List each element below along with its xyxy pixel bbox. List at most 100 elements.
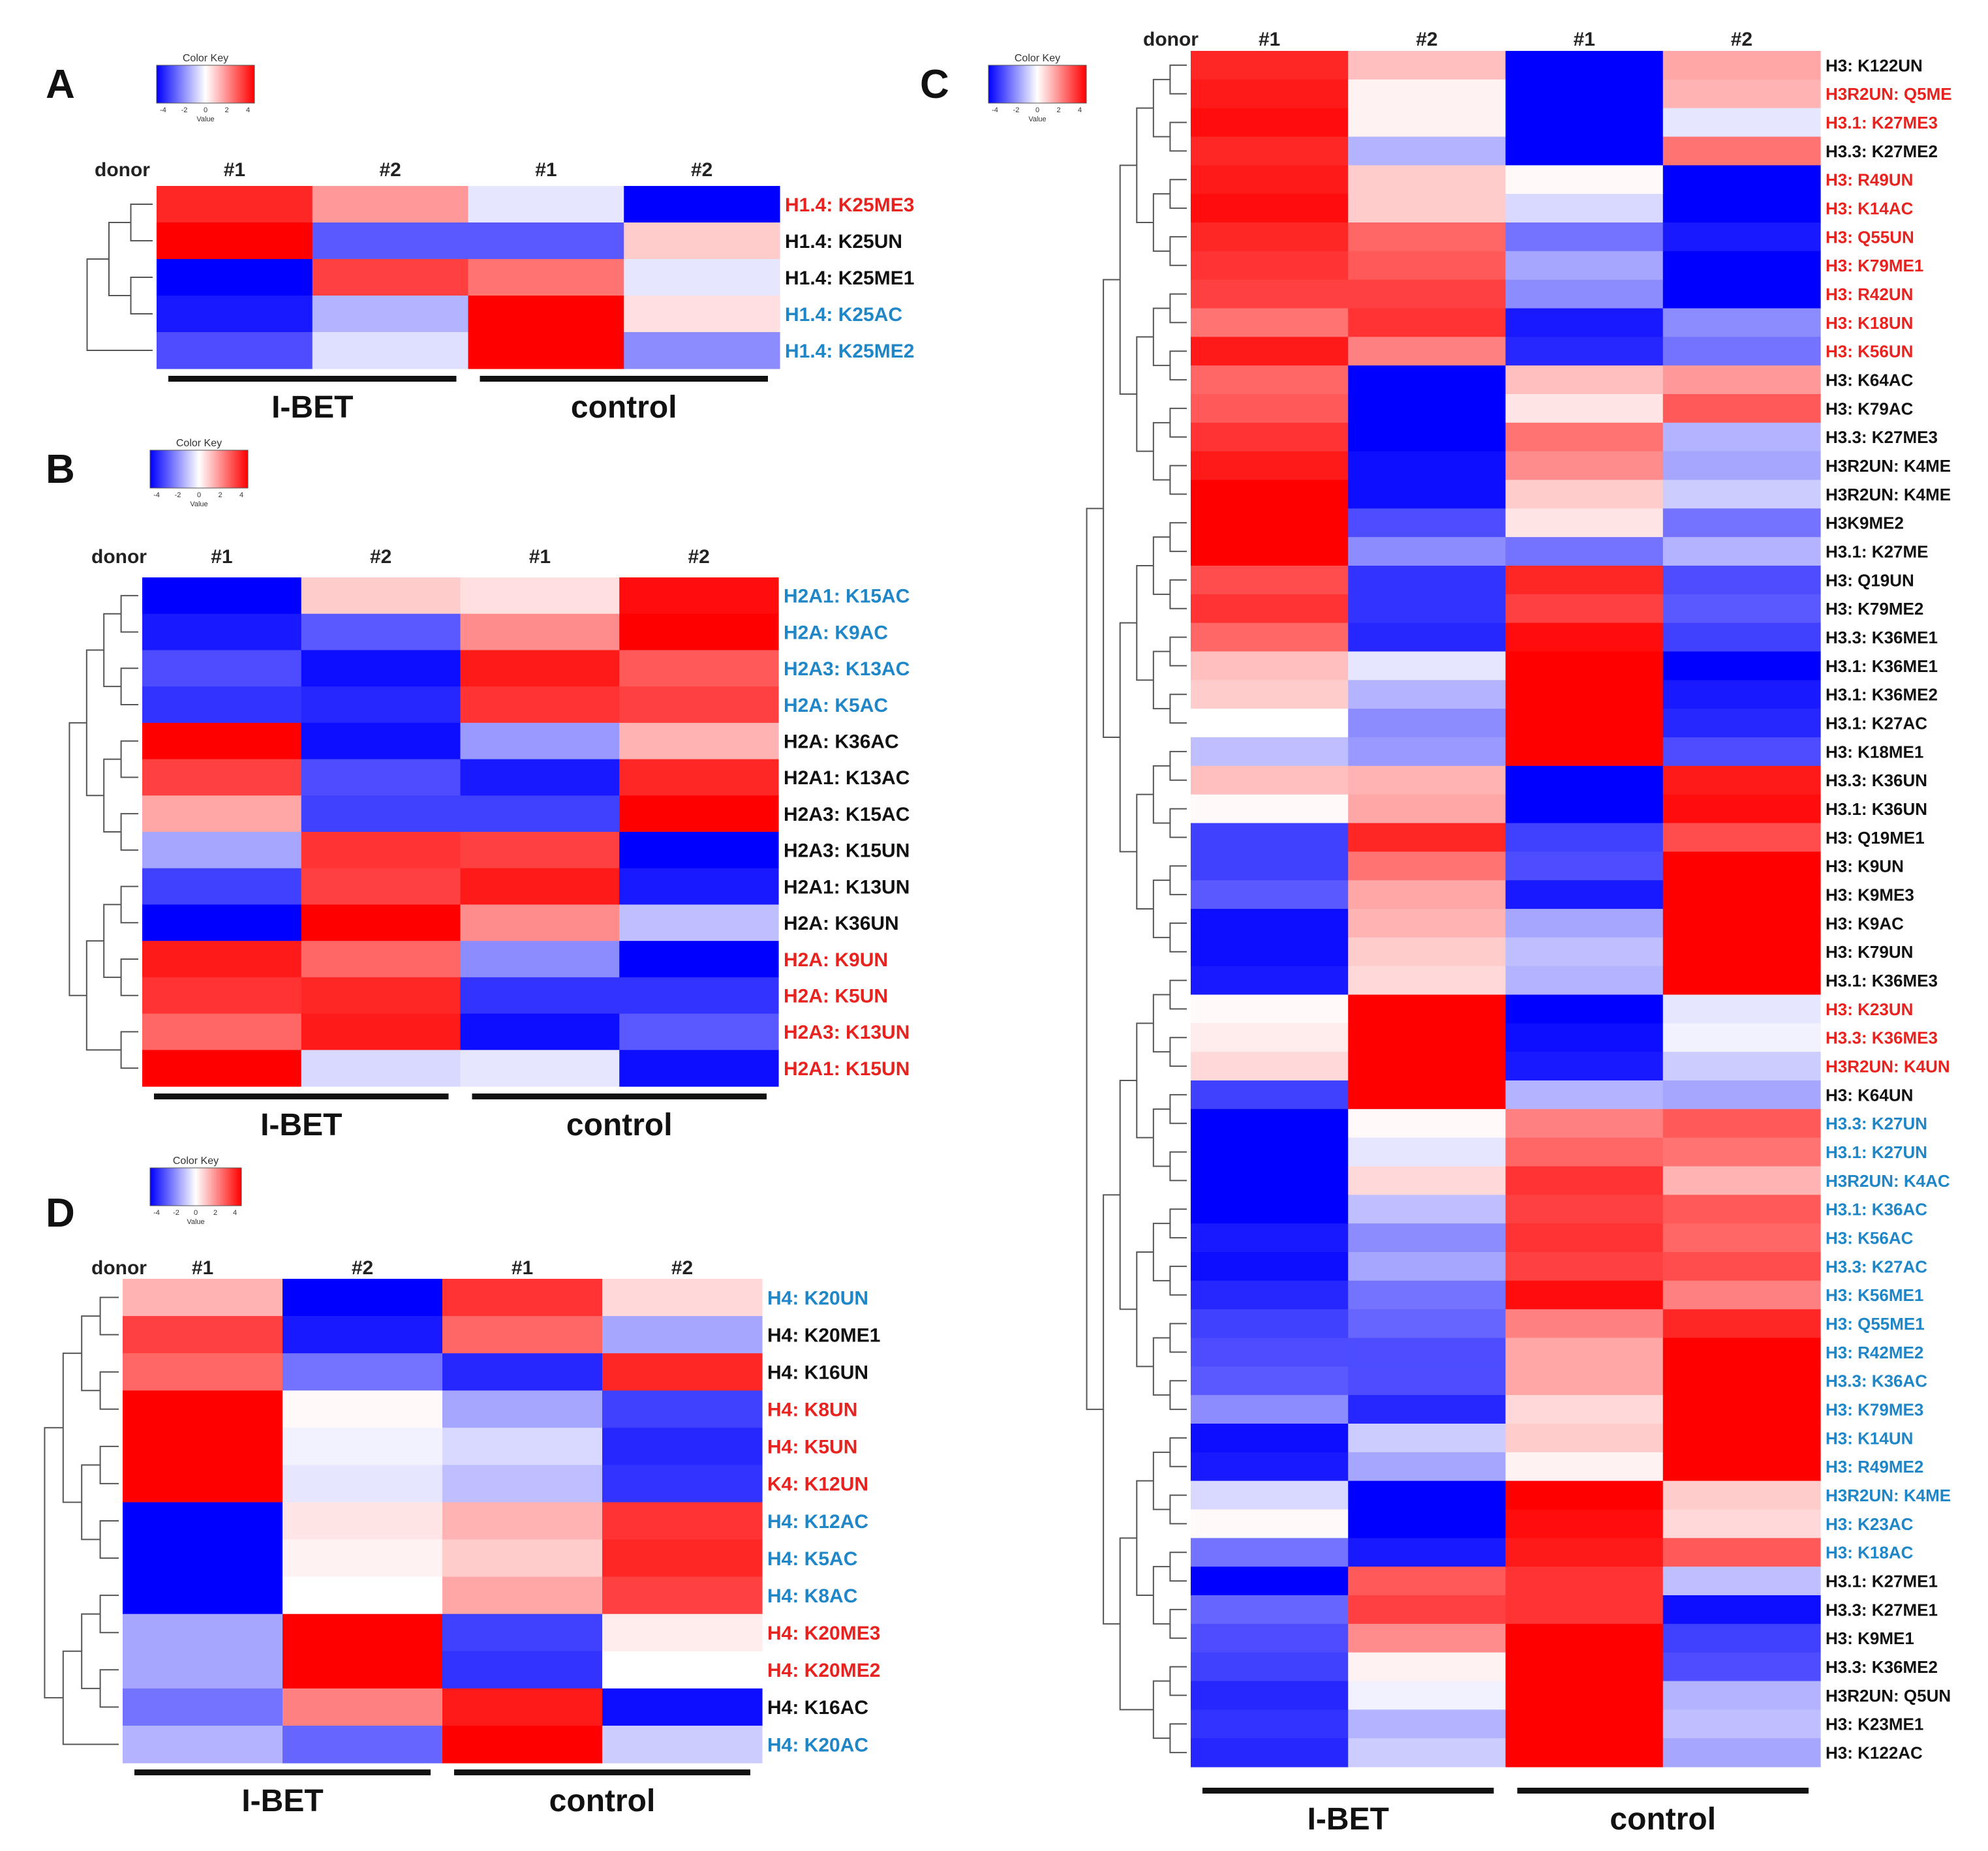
dendrogram-branch xyxy=(1169,750,1187,781)
dendrogram-branch xyxy=(99,1371,119,1410)
dendrogram-branch xyxy=(1152,650,1170,710)
color-key-tick: -4 xyxy=(153,1209,160,1217)
heatmap-cell xyxy=(1662,337,1821,366)
heatmap-cell xyxy=(1348,1338,1506,1367)
heatmap-cell xyxy=(1348,966,1506,996)
row-label: H3.1: K36UN xyxy=(1826,799,1927,819)
heatmap-cell xyxy=(312,332,469,369)
heatmap-cell xyxy=(602,1502,763,1540)
row-label: H3: Q55ME1 xyxy=(1826,1314,1925,1334)
group-label: control xyxy=(549,1784,656,1818)
heatmap-cell xyxy=(123,1428,283,1465)
heatmap-cell xyxy=(1505,1080,1664,1110)
heatmap-cell xyxy=(1348,794,1506,824)
heatmap-cell xyxy=(1191,308,1349,337)
heatmap-cell xyxy=(624,296,780,333)
heatmap-cell xyxy=(1505,279,1664,309)
heatmap-cell xyxy=(602,1316,763,1354)
dendrogram-branch xyxy=(1169,922,1187,953)
heatmap-cell xyxy=(1191,480,1349,509)
heatmap-cell xyxy=(442,1502,603,1540)
heatmap-cell xyxy=(1662,709,1821,738)
heatmap-cell xyxy=(123,1390,283,1428)
heatmap-cell xyxy=(1505,1166,1664,1195)
heatmap-cell xyxy=(1662,680,1821,709)
row-label: H4: K20AC xyxy=(767,1734,868,1756)
heatmap-cell xyxy=(1505,1595,1664,1625)
heatmap-cell xyxy=(1348,651,1506,681)
heatmap-cell xyxy=(1505,680,1664,709)
heatmap-cell xyxy=(602,1279,763,1317)
heatmap-cell xyxy=(1191,594,1349,624)
heatmap-cell xyxy=(1191,651,1349,681)
row-label: H2A1: K15AC xyxy=(784,586,910,607)
heatmap-cell xyxy=(1348,1480,1506,1510)
heatmap-cell xyxy=(142,759,302,796)
heatmap-cell xyxy=(1662,823,1821,852)
dendrogram-branch xyxy=(1169,1037,1187,1067)
donor-label: donor xyxy=(91,1257,147,1279)
row-label: H3: K23ME1 xyxy=(1826,1715,1923,1734)
heatmap-cell xyxy=(1191,537,1349,566)
column-header: #2 xyxy=(352,1257,373,1279)
heatmap-cell xyxy=(1191,966,1349,996)
heatmap-cell xyxy=(624,186,780,223)
dendrogram-branch xyxy=(81,1315,100,1392)
heatmap-cell xyxy=(123,1576,283,1615)
row-label: H3R2UN: K4ME xyxy=(1826,485,1951,504)
heatmap-cell xyxy=(283,1316,443,1354)
heatmap-cell xyxy=(442,1353,603,1391)
heatmap-cell xyxy=(1505,1623,1664,1653)
heatmap-cell xyxy=(1191,194,1349,223)
row-label: H3: K122AC xyxy=(1826,1743,1923,1762)
heatmap-cell xyxy=(1191,1424,1349,1453)
heatmap-cell xyxy=(1348,308,1506,337)
column-header: #2 xyxy=(1416,29,1437,50)
dendrogram-branch xyxy=(1169,465,1187,495)
heatmap-cell xyxy=(1662,994,1821,1024)
row-label: H3: K79AC xyxy=(1826,399,1914,418)
heatmap-cell xyxy=(1505,1366,1664,1396)
heatmap-cell xyxy=(1191,794,1349,824)
dendrogram-branch xyxy=(120,594,138,633)
dendrogram-branch xyxy=(1169,579,1187,609)
heatmap-cell xyxy=(123,1539,283,1578)
heatmap-cell xyxy=(1662,194,1821,223)
heatmap-cell xyxy=(1662,1052,1821,1081)
heatmap-cell xyxy=(602,1576,763,1615)
heatmap-cell xyxy=(1191,880,1349,910)
dendrogram-branch xyxy=(86,258,153,351)
color-key-title: Color Key xyxy=(173,1155,219,1167)
dendrogram-branch xyxy=(1152,421,1170,481)
row-label: H3.1: K36ME1 xyxy=(1826,656,1938,676)
heatmap-cell xyxy=(460,868,620,906)
heatmap-cell xyxy=(1505,394,1664,423)
dendrogram xyxy=(69,594,138,1069)
heatmap-cell xyxy=(602,1725,763,1764)
heatmap-cell xyxy=(1662,1109,1821,1139)
heatmap-cell xyxy=(442,1465,603,1503)
dendrogram-branch xyxy=(1169,1723,1187,1754)
heatmap-cell xyxy=(1191,1252,1349,1281)
heatmap-cell xyxy=(142,577,302,615)
heatmap-cell xyxy=(1191,1195,1349,1224)
row-label: H3.1: K27ME xyxy=(1826,542,1929,561)
dendrogram-branch xyxy=(1169,121,1187,152)
color-key-tick: 4 xyxy=(246,106,250,114)
row-label: H3: K64AC xyxy=(1826,370,1914,390)
heatmap-cell xyxy=(142,941,302,978)
dendrogram-branch xyxy=(1169,1265,1187,1296)
panel-A: A Color Key -4 -2 0 2 4 Value donor #1 #2 #1 #2 H1.4:… xyxy=(46,53,914,425)
heatmap-cell xyxy=(1505,222,1664,252)
heatmap-cell xyxy=(1348,1395,1506,1424)
color-key-xlabel: Value xyxy=(196,115,214,123)
heatmap-cell xyxy=(1662,1366,1821,1396)
heatmap-cell xyxy=(301,722,461,760)
heatmap-cell xyxy=(1505,1052,1664,1081)
heatmap-cell xyxy=(1505,79,1664,109)
dendrogram-branch xyxy=(1169,350,1187,381)
heatmap-cell xyxy=(442,1539,603,1578)
heatmap-cell xyxy=(301,686,461,724)
donor-label: donor xyxy=(95,159,150,181)
heatmap-cell xyxy=(1191,365,1349,395)
